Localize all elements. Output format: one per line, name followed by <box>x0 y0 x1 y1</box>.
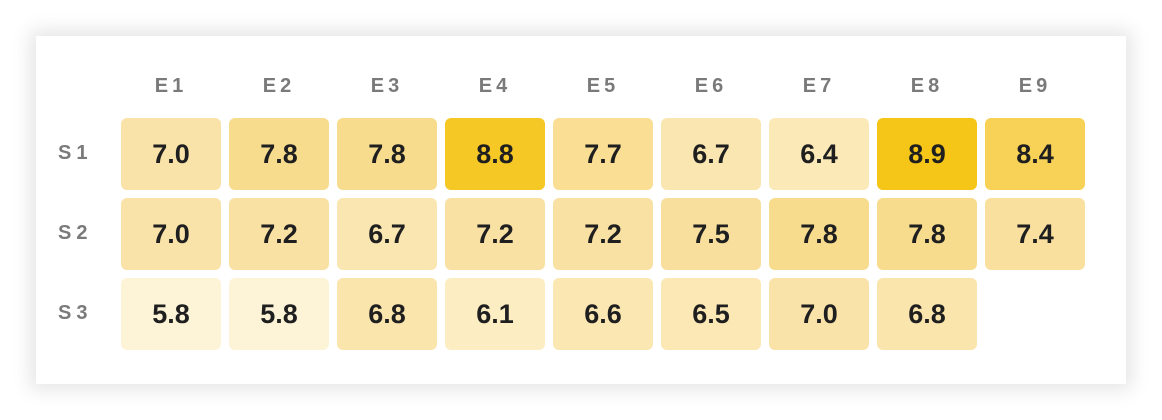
column-header-e7: E7 <box>802 75 836 97</box>
heatmap-cell: 8.8 <box>445 118 545 190</box>
column-header-e8: E8 <box>910 75 944 97</box>
column-header-e1: E1 <box>154 75 188 97</box>
column-header-e4: E4 <box>478 75 512 97</box>
heatmap-cell: 6.8 <box>877 278 977 350</box>
heatmap-cell: 7.0 <box>121 118 221 190</box>
heatmap-cell: 6.7 <box>337 198 437 270</box>
heatmap-cell: 7.5 <box>661 198 761 270</box>
heatmap-cell: 7.0 <box>769 278 869 350</box>
heatmap-cell: 6.1 <box>445 278 545 350</box>
column-header-e6: E6 <box>694 75 728 97</box>
heatmap-cell: 6.7 <box>661 118 761 190</box>
heatmap-cell: 6.8 <box>337 278 437 350</box>
row-header-s1: S1 <box>58 142 93 164</box>
heatmap-cell: 8.9 <box>877 118 977 190</box>
heatmap-cell: 5.8 <box>121 278 221 350</box>
row-header-s2: S2 <box>58 222 93 244</box>
heatmap-cell: 6.4 <box>769 118 869 190</box>
heatmap-cell: 7.2 <box>229 198 329 270</box>
heatmap-cell: 7.0 <box>121 198 221 270</box>
heatmap-cell: 5.8 <box>229 278 329 350</box>
column-header-e9: E9 <box>1018 75 1052 97</box>
heatmap-cell: 6.6 <box>553 278 653 350</box>
column-header-e5: E5 <box>586 75 620 97</box>
heatmap-cell: 7.8 <box>229 118 329 190</box>
heatmap-cell: 7.2 <box>445 198 545 270</box>
heatmap-cell: 8.4 <box>985 118 1085 190</box>
heatmap-cell: 7.2 <box>553 198 653 270</box>
heatmap-cell: 7.8 <box>769 198 869 270</box>
heatmap-cell: 6.5 <box>661 278 761 350</box>
heatmap-cell: 7.8 <box>877 198 977 270</box>
column-header-e3: E3 <box>370 75 404 97</box>
heatmap-cell: 7.7 <box>553 118 653 190</box>
heatmap-cell: 7.8 <box>337 118 437 190</box>
row-header-s3: S3 <box>58 302 93 324</box>
column-header-e2: E2 <box>262 75 296 97</box>
heatmap-cell: 7.4 <box>985 198 1085 270</box>
